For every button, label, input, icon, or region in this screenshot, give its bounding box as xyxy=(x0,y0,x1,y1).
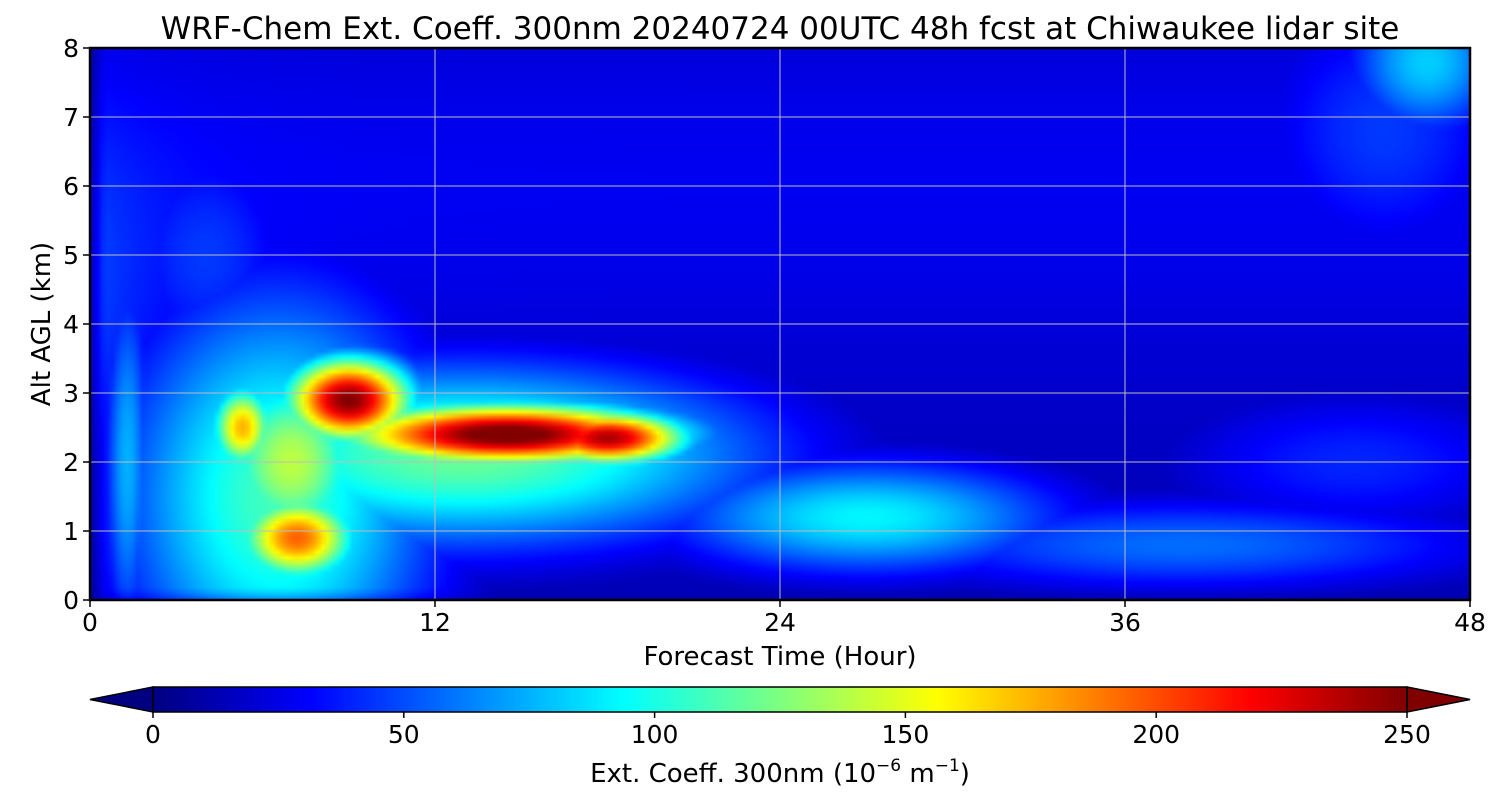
x-tick-label: 12 xyxy=(419,608,451,637)
colorbar-label-exp2: −1 xyxy=(935,756,960,776)
y-tick-label: 2 xyxy=(63,448,79,477)
y-tick-label: 7 xyxy=(63,103,79,132)
y-tick-label: 8 xyxy=(63,34,79,63)
y-tick-label: 5 xyxy=(63,241,79,270)
colorbar: 0 50 100 150 200 250 xyxy=(89,686,1471,749)
colorbar-label-main: Ext. Coeff. 300nm (10 xyxy=(590,759,876,789)
colorbar-tick-label: 0 xyxy=(145,720,161,749)
y-tick-label: 0 xyxy=(63,586,79,615)
colorbar-tick-label: 200 xyxy=(1132,720,1180,749)
colorbar-label: Ext. Coeff. 300nm (10−6 m−1) xyxy=(590,756,970,789)
colorbar-extend-min xyxy=(89,686,154,713)
x-tick-label: 36 xyxy=(1109,608,1141,637)
colorbar-tick-label: 150 xyxy=(882,720,930,749)
colorbar-label-end: ) xyxy=(960,759,970,789)
x-tick-label: 24 xyxy=(764,608,796,637)
colorbar-gradient xyxy=(153,687,1407,712)
y-tick-label: 1 xyxy=(63,517,79,546)
colorbar-label-exp1: −6 xyxy=(876,756,901,776)
colorbar-tick-label: 250 xyxy=(1383,720,1431,749)
x-tick-label: 48 xyxy=(1454,608,1486,637)
y-axis-label: Alt AGL (km) xyxy=(27,242,57,406)
colorbar-frame xyxy=(152,686,1408,713)
colorbar-label-mid: m xyxy=(901,759,935,789)
y-tick-label: 4 xyxy=(63,310,79,339)
colorbar-tick-label: 50 xyxy=(388,720,420,749)
chart-title: WRF-Chem Ext. Coeff. 300nm 20240724 00UT… xyxy=(161,11,1400,47)
y-tick-label: 3 xyxy=(63,379,79,408)
x-axis-label: Forecast Time (Hour) xyxy=(643,642,916,672)
colorbar-extend-max xyxy=(1406,686,1471,713)
colorbar-tick-label: 100 xyxy=(631,720,679,749)
x-tick-label: 0 xyxy=(82,608,98,637)
y-tick-label: 6 xyxy=(63,172,79,201)
